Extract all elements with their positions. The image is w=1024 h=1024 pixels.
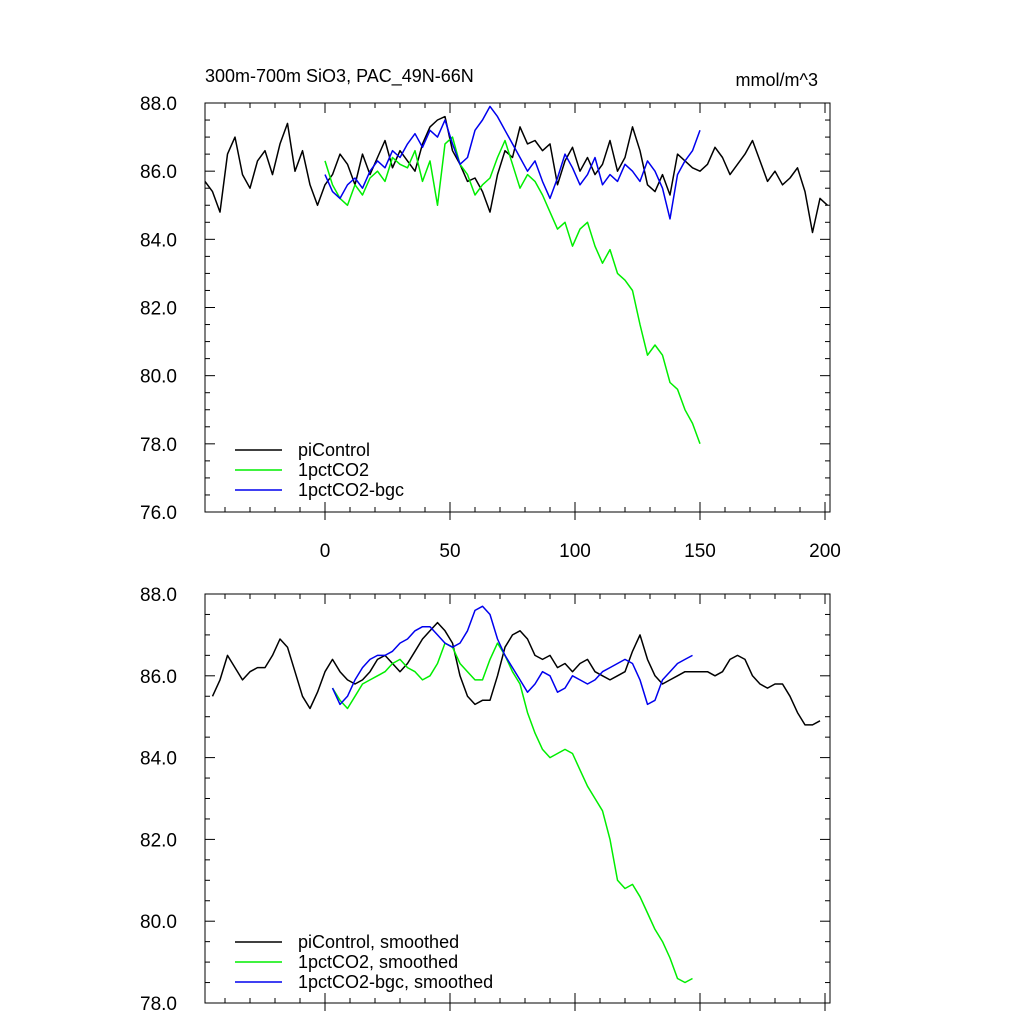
top-y-tick-label: 78.0	[140, 435, 177, 456]
top-series-picontrol	[204, 115, 829, 234]
top-x-tick-label: 100	[559, 541, 591, 562]
top-panel: 0 50 100 150 200 76.0 78.0 80.0 82.0 84.0 86.0 88.0	[140, 94, 841, 562]
bottom-series-picontrol-smoothed	[211, 621, 821, 726]
legend-label-picontrol: piControl	[298, 440, 370, 460]
legend-label-1pctco2: 1pctCO2	[298, 460, 369, 480]
bottom-y-tick-label: 78.0	[140, 994, 177, 1015]
bottom-y-tick-label: 86.0	[140, 667, 177, 688]
legend-label-1pctco2-smoothed: 1pctCO2, smoothed	[298, 952, 458, 972]
chart-title: 300m-700m SiO3, PAC_49N-66N	[205, 66, 474, 87]
legend-label-1pctco2-bgc: 1pctCO2-bgc	[298, 480, 404, 500]
top-series-1pctco2-bgc	[324, 105, 701, 220]
top-x-tick-label: 0	[320, 541, 331, 562]
legend-label-picontrol-smoothed: piControl, smoothed	[298, 932, 459, 952]
bottom-y-tick-label: 80.0	[140, 912, 177, 933]
top-x-tick-label: 200	[809, 541, 841, 562]
legend-label-1pctco2-bgc-smoothed: 1pctCO2-bgc, smoothed	[298, 972, 493, 992]
top-y-tick-label: 76.0	[140, 503, 177, 524]
bottom-panel: 78.0 80.0 82.0 84.0 86.0 88.0	[140, 585, 831, 1015]
top-y-tick-label: 82.0	[140, 299, 177, 320]
top-y-tick-label: 80.0	[140, 367, 177, 388]
top-y-tick-label: 88.0	[140, 94, 177, 115]
top-x-tick-label: 50	[439, 541, 460, 562]
top-y-tick-label: 86.0	[140, 162, 177, 183]
units-label: mmol/m^3	[736, 70, 818, 90]
top-x-tick-label: 150	[684, 541, 716, 562]
bottom-legend: piControl, smoothed 1pctCO2, smoothed 1p…	[235, 932, 493, 992]
top-series-1pctco2	[324, 136, 701, 445]
bottom-y-tick-label: 82.0	[140, 830, 177, 851]
bottom-series-1pctco2-smoothed	[331, 642, 693, 984]
top-y-tick-label: 84.0	[140, 230, 177, 251]
bottom-y-tick-label: 84.0	[140, 749, 177, 770]
bottom-y-tick-label: 88.0	[140, 585, 177, 606]
top-legend: piControl 1pctCO2 1pctCO2-bgc	[235, 440, 404, 500]
bottom-series-1pctco2-bgc-smoothed	[331, 605, 693, 706]
